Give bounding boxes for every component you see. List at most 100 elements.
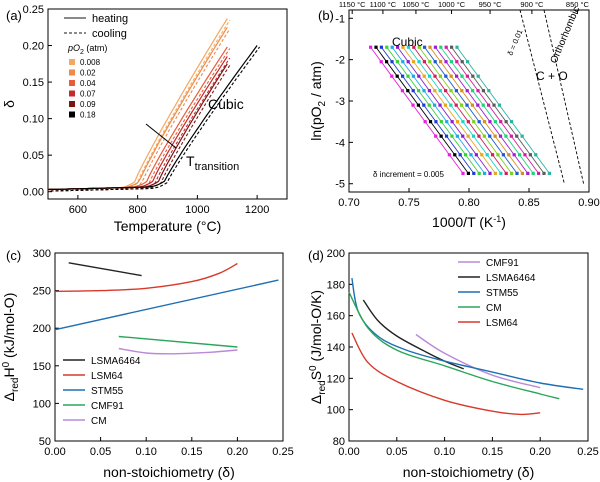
data-point bbox=[449, 103, 453, 107]
legend-swatch bbox=[69, 59, 75, 65]
data-point bbox=[504, 171, 508, 175]
panel-b-xtick-label: 0.85 bbox=[518, 197, 539, 209]
series-line-cooling bbox=[50, 65, 231, 192]
annotation-cubic: Cubic bbox=[208, 96, 244, 112]
legend-title-part: (atm) bbox=[84, 43, 108, 53]
data-point bbox=[434, 134, 438, 138]
iso-delta-line bbox=[451, 46, 545, 174]
legend-title-part: pO bbox=[67, 43, 80, 53]
data-point bbox=[444, 60, 448, 64]
panel-a-ytick-label: 0.15 bbox=[23, 77, 44, 89]
panel-c-ylabel-part: (kJ/mol-O) bbox=[1, 293, 17, 362]
series-line bbox=[351, 332, 541, 416]
data-point bbox=[477, 120, 481, 124]
panel-d-title: (d) bbox=[308, 248, 324, 263]
data-point bbox=[411, 103, 415, 107]
data-point bbox=[512, 153, 516, 157]
top-tick-label: 1050 °C bbox=[402, 0, 430, 9]
data-point bbox=[498, 134, 503, 138]
panel-b-ylabel-part: / atm) bbox=[308, 61, 324, 101]
iso-delta-line bbox=[456, 46, 550, 174]
data-point bbox=[396, 45, 400, 49]
data-point bbox=[374, 45, 378, 49]
panel-d-ytick-label: 180 bbox=[327, 279, 345, 291]
panel-a-xtick-label: 1200 bbox=[245, 204, 269, 216]
series-line-cooling bbox=[50, 28, 231, 192]
legend-label: LSMA6464 bbox=[91, 356, 141, 367]
legend-swatch bbox=[69, 101, 75, 107]
annotation-mixed: C + O bbox=[536, 69, 568, 83]
data-point bbox=[510, 171, 514, 175]
data-point bbox=[455, 45, 459, 49]
panel-d-ylabel: ΔredS0 (J/mol-O/K) bbox=[308, 290, 328, 404]
annotation-transition-part: T bbox=[186, 153, 195, 169]
panel-c-xlabel: non-stoichiometry (δ) bbox=[103, 464, 235, 480]
legend-label: 0.02 bbox=[80, 69, 96, 78]
data-point bbox=[450, 134, 454, 138]
data-point bbox=[406, 60, 410, 64]
legend-label: CM bbox=[91, 416, 107, 427]
data-point bbox=[444, 74, 448, 78]
iso-delta-line bbox=[418, 46, 512, 174]
panel-c-xtick-label: 0.25 bbox=[272, 446, 293, 458]
panel-a-frame bbox=[47, 8, 288, 200]
data-point bbox=[531, 171, 535, 175]
series-line bbox=[362, 299, 464, 370]
legend-heating-label: heating bbox=[92, 13, 128, 25]
series-line bbox=[415, 333, 541, 389]
iso-delta-line bbox=[440, 46, 534, 174]
panel-d-ylabel-part: red bbox=[317, 380, 328, 394]
panel-c-xtick-label: 0.15 bbox=[181, 446, 202, 458]
data-point bbox=[466, 60, 470, 64]
annotation-boundary: δ = 0.01 bbox=[506, 28, 525, 57]
panel-d-frame bbox=[348, 252, 589, 442]
legend-label: LSM64 bbox=[91, 371, 123, 382]
panel-d-ylabel-part: Δ bbox=[308, 395, 324, 404]
data-point bbox=[460, 103, 464, 107]
data-point bbox=[438, 74, 443, 78]
data-point bbox=[406, 89, 410, 93]
series-line bbox=[68, 262, 142, 277]
annotation-cubic: Cubic bbox=[392, 35, 423, 49]
panel-c-xtick-label: 0.00 bbox=[44, 446, 65, 458]
iso-delta-line bbox=[370, 46, 464, 174]
data-point bbox=[454, 103, 458, 107]
data-point bbox=[509, 134, 513, 138]
series-line-cooling bbox=[50, 46, 261, 192]
data-point bbox=[449, 74, 453, 78]
data-point bbox=[481, 89, 486, 93]
legend-label: STM55 bbox=[91, 386, 124, 397]
data-point bbox=[443, 103, 448, 107]
panel-a-ylabel: δ bbox=[1, 100, 17, 108]
data-point bbox=[465, 89, 469, 93]
data-point bbox=[444, 45, 448, 49]
panel-d-ylabel-part: 0 bbox=[308, 365, 319, 371]
legend-title-part: 2 bbox=[80, 49, 84, 56]
data-point bbox=[542, 171, 546, 175]
panel-d-ytick-label: 120 bbox=[327, 373, 345, 385]
data-point bbox=[499, 171, 503, 175]
data-point bbox=[507, 153, 511, 157]
panel-c-ytick-label: 150 bbox=[33, 361, 51, 373]
series-line bbox=[351, 277, 584, 390]
transition-line bbox=[145, 123, 177, 149]
data-point bbox=[487, 103, 491, 107]
top-tick-label: 850 °C bbox=[566, 0, 590, 9]
panel-c-ytick-label: 200 bbox=[33, 323, 51, 335]
data-point bbox=[433, 89, 437, 93]
panel-c-xtick-label: 0.20 bbox=[227, 446, 248, 458]
panel-d-xtick-label: 0.05 bbox=[386, 446, 407, 458]
data-point bbox=[417, 74, 421, 78]
panel-a-ytick-label: 0.25 bbox=[23, 4, 44, 16]
data-point bbox=[422, 74, 426, 78]
data-point bbox=[390, 74, 394, 78]
legend-label: 0.09 bbox=[80, 100, 96, 109]
data-point bbox=[504, 134, 508, 138]
panel-c-ylabel-part: 0 bbox=[1, 361, 12, 367]
data-point bbox=[400, 89, 405, 93]
data-point bbox=[471, 74, 475, 78]
data-point bbox=[488, 120, 492, 124]
iso-delta-line bbox=[413, 46, 507, 174]
data-point bbox=[477, 171, 481, 175]
panel-d-ylabel-part: S bbox=[308, 371, 324, 380]
